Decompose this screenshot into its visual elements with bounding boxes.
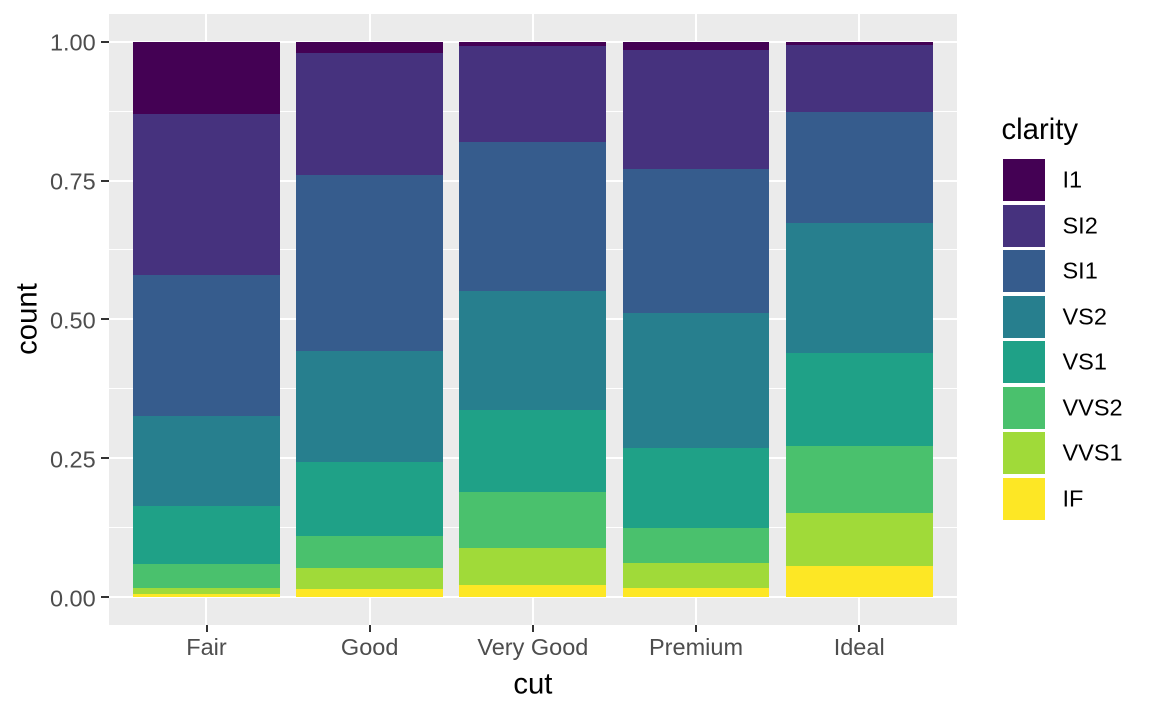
bar-segment-fair-si1 bbox=[133, 274, 280, 416]
bar-segment-very-good-if bbox=[459, 584, 607, 597]
bar-segment-premium-if bbox=[622, 587, 770, 597]
bar-segment-ideal-vvs2 bbox=[785, 445, 933, 514]
bar-segment-very-good-vs1 bbox=[459, 410, 607, 492]
bar-segment-fair-i1 bbox=[133, 41, 280, 115]
bar-segment-good-vs1 bbox=[296, 462, 444, 536]
legend-label-vvs1: VVS1 bbox=[1062, 439, 1123, 466]
y-tick-mark bbox=[101, 596, 109, 598]
bar-segment-premium-si1 bbox=[622, 168, 770, 313]
legend-label-si2: SI2 bbox=[1062, 211, 1098, 238]
x-tick-label: Very Good bbox=[477, 633, 589, 660]
x-tick-mark bbox=[368, 624, 371, 633]
bar-segment-fair-vvs2 bbox=[133, 564, 280, 588]
x-tick-mark bbox=[695, 624, 698, 633]
bar-segment-good-si2 bbox=[296, 52, 444, 175]
x-tick-mark bbox=[531, 624, 534, 633]
y-tick-mark bbox=[101, 318, 109, 321]
y-tick-label: 0.75 bbox=[49, 168, 96, 195]
bar-segment-good-vs2 bbox=[296, 351, 444, 463]
y-tick-mark bbox=[101, 457, 109, 460]
bar-segment-ideal-vvs1 bbox=[785, 513, 933, 566]
x-tick-label: Fair bbox=[186, 633, 227, 660]
bar-segment-ideal-si2 bbox=[785, 45, 933, 113]
x-tick-label: Ideal bbox=[833, 633, 885, 660]
y-tick-label: 1.00 bbox=[49, 29, 96, 56]
y-tick-label: 0.50 bbox=[49, 307, 96, 334]
bar-segment-good-if bbox=[296, 588, 444, 597]
legend-key-si2 bbox=[1003, 204, 1045, 247]
bar-segment-premium-vvs2 bbox=[622, 527, 770, 563]
bar-segment-ideal-if bbox=[785, 565, 933, 597]
bar-segment-ideal-vs1 bbox=[785, 353, 933, 446]
bar-segment-premium-vs1 bbox=[622, 447, 770, 528]
legend-key-vs1 bbox=[1003, 341, 1045, 384]
bar-segment-good-si1 bbox=[296, 174, 444, 352]
legend-label-vvs2: VVS2 bbox=[1062, 394, 1123, 420]
legend-key-vvs2 bbox=[1003, 386, 1045, 429]
bar-segment-premium-vs2 bbox=[622, 312, 770, 448]
legend-key-vvs1 bbox=[1003, 432, 1045, 475]
bar-segment-good-i1 bbox=[296, 41, 444, 53]
bar-segment-very-good-vvs2 bbox=[459, 491, 607, 549]
legend-key-si1 bbox=[1003, 250, 1045, 293]
bar-segment-premium-si2 bbox=[622, 49, 770, 169]
bar-segment-very-good-vvs1 bbox=[459, 548, 607, 585]
y-axis-title: count bbox=[10, 283, 44, 356]
bar-segment-fair-if bbox=[133, 593, 280, 597]
plot-panel bbox=[108, 14, 958, 625]
legend-label-vs1: VS1 bbox=[1062, 348, 1107, 375]
bar-segment-fair-si2 bbox=[133, 114, 280, 275]
legend-key-if bbox=[1003, 477, 1045, 520]
bar-segment-fair-vs1 bbox=[133, 505, 280, 565]
bar-segment-premium-vvs1 bbox=[622, 562, 770, 588]
legend-label-i1: I1 bbox=[1062, 166, 1083, 193]
bar-segment-ideal-si1 bbox=[785, 112, 933, 223]
bar-segment-very-good-si1 bbox=[459, 142, 607, 292]
bar-segment-fair-vs2 bbox=[133, 415, 280, 506]
x-tick-label: Premium bbox=[649, 633, 744, 660]
bar-segment-very-good-vs2 bbox=[459, 291, 607, 411]
x-axis-title: cut bbox=[513, 666, 553, 700]
bar-segment-ideal-i1 bbox=[785, 41, 933, 46]
bar-segment-fair-vvs1 bbox=[133, 588, 280, 594]
bar-segment-ideal-vs2 bbox=[785, 222, 933, 354]
x-tick-mark bbox=[205, 624, 208, 633]
y-tick-mark bbox=[101, 179, 109, 182]
bar-segment-premium-i1 bbox=[622, 41, 770, 50]
legend-label-vs2: VS2 bbox=[1062, 302, 1107, 329]
bar-segment-good-vvs1 bbox=[296, 567, 444, 589]
legend-label-if: IF bbox=[1062, 485, 1084, 512]
y-tick-label: 0.25 bbox=[49, 445, 96, 472]
y-tick-mark bbox=[101, 40, 109, 43]
bar-segment-good-vvs2 bbox=[296, 535, 444, 568]
x-tick-label: Good bbox=[340, 633, 399, 660]
legend-key-vs2 bbox=[1003, 295, 1045, 338]
legend-title: clarity bbox=[1001, 112, 1079, 146]
bar-segment-very-good-i1 bbox=[459, 41, 607, 46]
bar-segment-very-good-si2 bbox=[459, 45, 607, 143]
legend-label-si1: SI1 bbox=[1062, 257, 1098, 284]
y-tick-label: 0.00 bbox=[49, 584, 96, 611]
x-tick-mark bbox=[858, 624, 861, 633]
legend-key-i1 bbox=[1003, 159, 1045, 201]
